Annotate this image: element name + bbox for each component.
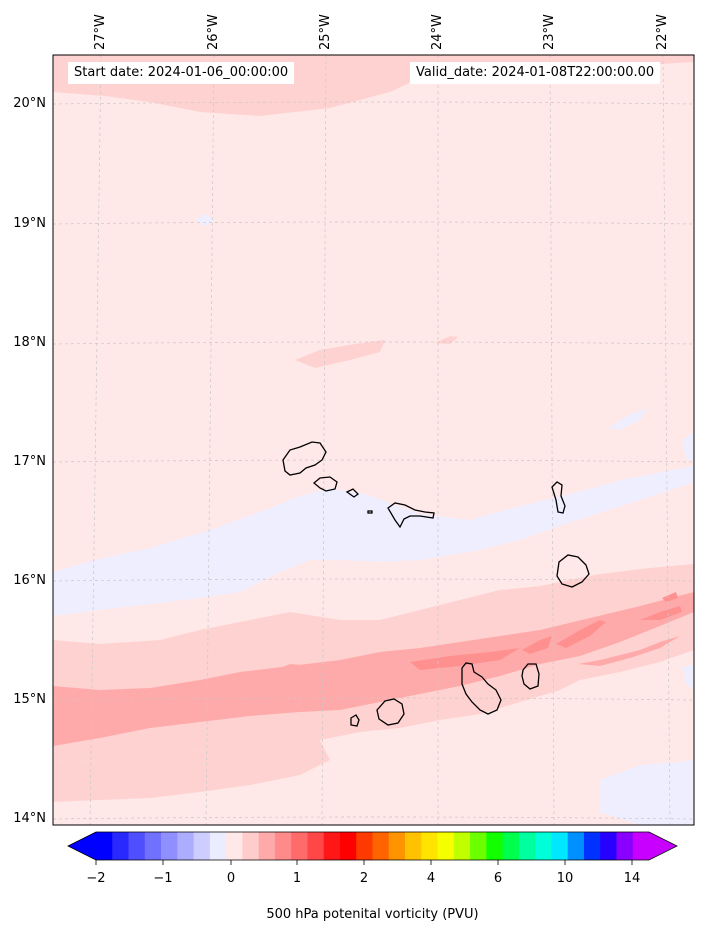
island-santa-luzia	[345, 488, 359, 498]
map-frame	[52, 54, 695, 826]
pv-negative-blob-3	[600, 760, 694, 825]
lat-label-14n: 14°N	[13, 811, 46, 826]
colorbar-cell	[388, 832, 406, 860]
lon-label-22w: 22°W	[655, 14, 670, 50]
lon-label-24w: 24°W	[430, 14, 445, 50]
colorbar-cell	[128, 832, 146, 860]
cb-tick-label-2: 2	[359, 871, 369, 886]
colorbar-cell	[502, 832, 520, 860]
colorbar-cells	[96, 832, 650, 860]
lat-label-20n: 20°N	[13, 96, 46, 111]
colorbar-cell	[291, 832, 308, 860]
colorbar-cell	[161, 832, 178, 860]
cb-tick-label-0: 0	[226, 871, 236, 886]
colorbar-cell	[453, 832, 471, 860]
pv-level-2-blob	[275, 664, 302, 672]
colorbar-cell	[437, 832, 455, 860]
pv-streak-5	[662, 592, 678, 602]
colorbar-cell	[242, 832, 260, 860]
island-sao-vicente	[312, 476, 338, 492]
colorbar	[67, 831, 678, 865]
island-raso	[367, 510, 373, 514]
pv-streak-3	[556, 620, 606, 648]
cb-tick-label-4: 4	[426, 871, 436, 886]
colorbar-cell	[177, 832, 194, 860]
lat-label-18n: 18°N	[13, 335, 46, 350]
cb-tick-label-1: 1	[292, 871, 302, 886]
lat-label-17n: 17°N	[13, 454, 46, 469]
colorbar-cell	[600, 832, 617, 860]
island-santiago	[461, 662, 502, 715]
colorbar-cell	[226, 832, 243, 860]
colorbar-cell	[209, 832, 227, 860]
start-date-label: Start date: 2024-01-06_00:00:00	[68, 62, 295, 84]
pv-lower-region	[53, 740, 330, 802]
pv-level-2-blob-2	[578, 636, 680, 666]
cb-tick-label-6: 6	[493, 871, 503, 886]
pv-negative-blob-2	[195, 214, 215, 226]
lat-label-15n: 15°N	[13, 692, 46, 707]
pv-negative-band	[53, 466, 694, 616]
colorbar-label: 500 hPa potenital vorticity (PVU)	[266, 907, 479, 922]
colorbar-cell	[323, 832, 341, 860]
gridlines	[53, 55, 694, 825]
lon-label-25w: 25°W	[318, 14, 333, 50]
coastlines	[282, 441, 590, 727]
colorbar-cell	[307, 832, 325, 860]
pv-streak-1	[410, 648, 520, 670]
colorbar-cell	[405, 832, 422, 860]
pv-contour-small-1	[295, 340, 385, 368]
colorbar-cell	[144, 832, 162, 860]
colorbar-cell	[632, 832, 650, 860]
island-boa-vista	[556, 554, 590, 588]
colorbar-cell	[112, 832, 129, 860]
island-fogo	[376, 698, 405, 726]
cb-tick-label-neg1: −1	[153, 871, 173, 886]
island-sal	[551, 481, 566, 514]
colorbar-cell	[535, 832, 552, 860]
colorbar-extend-max	[649, 832, 677, 860]
pv-field	[53, 55, 694, 825]
lat-label-19n: 19°N	[13, 216, 46, 231]
cb-tick-label-10: 10	[556, 871, 574, 886]
colorbar-cell	[258, 832, 276, 860]
pv-negative-blob-5	[682, 664, 694, 690]
lon-label-27w: 27°W	[93, 14, 108, 50]
pv-negative-blob-4	[682, 432, 694, 462]
cb-tick-label-14: 14	[623, 871, 641, 886]
colorbar-cell	[551, 832, 569, 860]
pv-contour-small-2	[435, 336, 458, 344]
colorbar-cell	[421, 832, 438, 860]
colorbar-cell	[274, 832, 292, 860]
colorbar-cell	[470, 832, 487, 860]
island-brava	[350, 714, 360, 727]
pv-negative-blob-1	[608, 408, 648, 430]
colorbar-cell	[193, 832, 211, 860]
colorbar-ticks	[95, 860, 633, 865]
colorbar-cell	[356, 832, 373, 860]
island-maio	[521, 663, 540, 690]
island-sao-nicolau	[387, 502, 435, 529]
colorbar-extend-min	[68, 832, 96, 860]
colorbar-cell	[567, 832, 585, 860]
colorbar-cell	[339, 832, 357, 860]
lon-label-26w: 26°W	[206, 14, 221, 50]
pv-band-level-2	[53, 592, 694, 746]
colorbar-cell	[486, 832, 504, 860]
colorbar-cell	[518, 832, 536, 860]
colorbar-cell	[372, 832, 390, 860]
cb-tick-label-neg2: −2	[86, 871, 106, 886]
lon-label-23w: 23°W	[542, 14, 557, 50]
colorbar-cell	[583, 832, 601, 860]
colorbar-cell	[616, 832, 634, 860]
lat-label-16n: 16°N	[13, 573, 46, 588]
colorbar-cell	[96, 832, 113, 860]
island-santo-antao	[282, 441, 327, 476]
pv-streak-2	[522, 636, 552, 654]
valid-date-label: Valid_date: 2024-01-08T22:00:00.00	[410, 62, 661, 84]
pv-streak-4	[640, 606, 682, 620]
colorbar-outline	[67, 831, 678, 861]
pv-inner-channel	[380, 598, 600, 640]
